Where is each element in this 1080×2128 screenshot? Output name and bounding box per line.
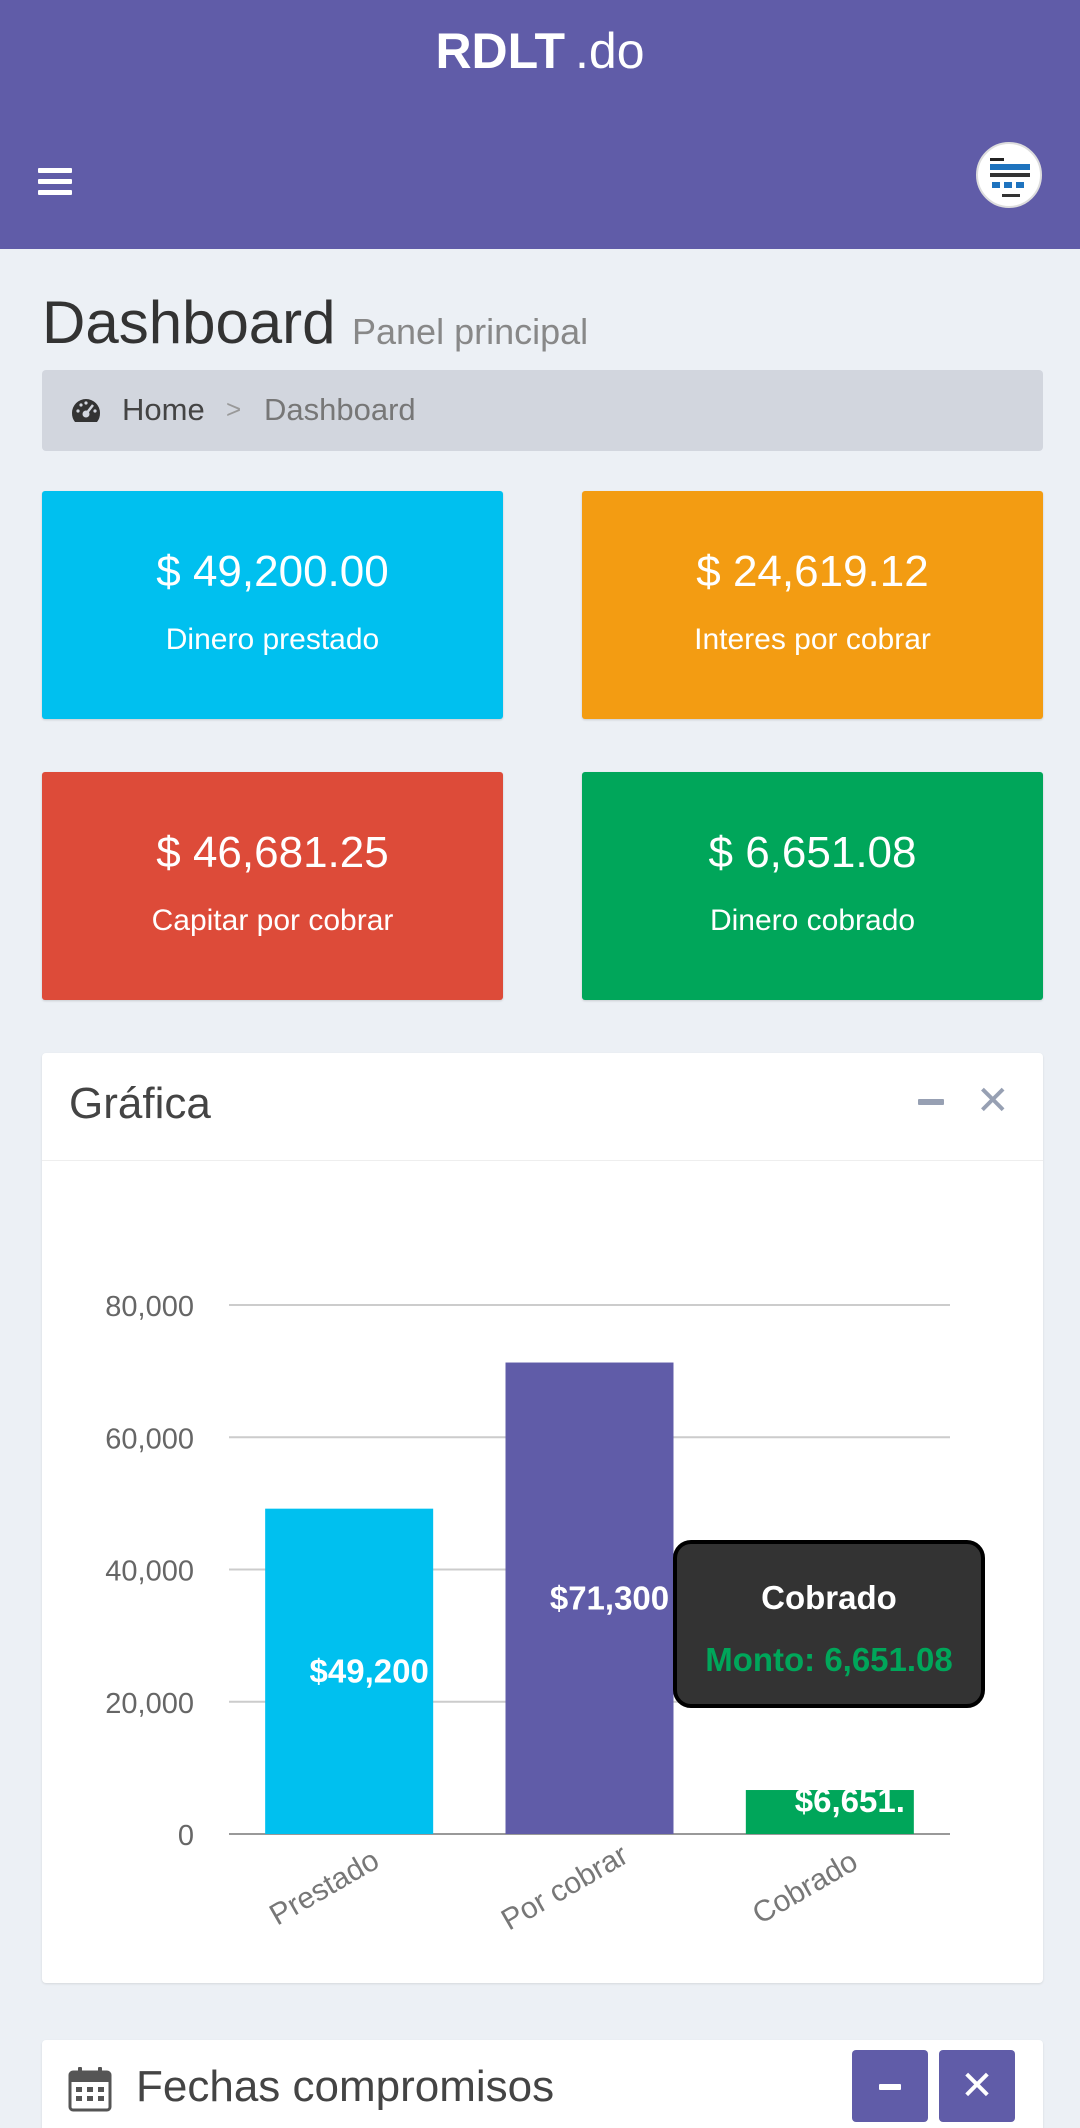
page-subtitle: Panel principal <box>352 311 589 352</box>
calendar-icon <box>68 2067 112 2112</box>
bar-prestado[interactable] <box>265 1508 434 1834</box>
breadcrumb-separator: > <box>226 394 242 424</box>
collapse-icon[interactable] <box>918 1099 944 1105</box>
breadcrumb: Home > Dashboard <box>42 370 1043 451</box>
chart-box-title: Gráfica <box>69 1079 211 1128</box>
tooltip-value: Monto: 6,651.08 <box>705 1641 953 1678</box>
stat-value: $ 24,619.12 <box>696 547 929 596</box>
brand-logo[interactable]: RDLT .do <box>0 22 1080 80</box>
top-navbar: RDLT .do <box>0 0 1080 249</box>
y-tick-label: 40,000 <box>105 1556 194 1588</box>
collapse-button[interactable] <box>852 2050 928 2122</box>
chart-box: Gráfica ✕ 0 20,000 40,000 60,000 80,000 $49,2… <box>42 1053 1043 1983</box>
bar-data-label: $71,300 <box>550 1579 669 1616</box>
dashboard-gauge-icon <box>71 399 101 422</box>
close-icon[interactable]: ✕ <box>976 1079 1010 1123</box>
stat-card-interes-por-cobrar[interactable]: $ 24,619.12 Interes por cobrar <box>582 491 1043 719</box>
stat-card-capital-por-cobrar[interactable]: $ 46,681.25 Capitar por cobrar <box>42 772 503 1000</box>
menu-toggle-icon[interactable] <box>38 168 72 196</box>
stat-card-dinero-prestado[interactable]: $ 49,200.00 Dinero prestado <box>42 491 503 719</box>
y-tick-label: 60,000 <box>105 1423 194 1455</box>
chart-area: 0 20,000 40,000 60,000 80,000 $49,200 Prestado… <box>42 1161 1043 1983</box>
bar-chart: 0 20,000 40,000 60,000 80,000 $49,200 Prestado… <box>105 1291 985 1937</box>
stat-value: $ 6,651.08 <box>708 828 917 877</box>
x-tick-label: Por cobrar <box>496 1838 634 1937</box>
breadcrumb-current: Dashboard <box>264 392 416 427</box>
stat-label: Interes por cobrar <box>694 623 931 656</box>
dates-box-title: Fechas compromisos <box>136 2062 555 2111</box>
bar-data-label: $6,651. <box>795 1782 905 1819</box>
brand-suffix: .do <box>575 23 645 79</box>
chart-box-header: Gráfica ✕ <box>42 1053 1043 1161</box>
stat-label: Dinero prestado <box>165 623 380 656</box>
breadcrumb-home-link[interactable]: Home <box>122 392 205 427</box>
y-tick-label: 20,000 <box>105 1688 194 1720</box>
stat-card-dinero-cobrado[interactable]: $ 6,651.08 Dinero cobrado <box>582 772 1043 1000</box>
page-title: Dashboard <box>42 289 336 356</box>
minus-icon <box>879 2084 901 2090</box>
x-tick-label: Prestado <box>264 1843 384 1932</box>
stat-value: $ 46,681.25 <box>156 828 389 877</box>
bar-data-label: $49,200 <box>310 1652 429 1689</box>
bar-cobrado[interactable] <box>745 1790 914 1834</box>
user-avatar[interactable] <box>976 142 1042 208</box>
bar-por-cobrar[interactable] <box>505 1362 674 1834</box>
x-tick-label: Cobrado <box>747 1845 863 1931</box>
brand-name: RDLT <box>435 23 566 79</box>
tooltip-title: Cobrado <box>761 1579 897 1616</box>
close-icon: ✕ <box>960 2064 994 2108</box>
y-tick-label: 80,000 <box>105 1291 194 1323</box>
stat-value: $ 49,200.00 <box>156 547 389 596</box>
close-button[interactable]: ✕ <box>939 2050 1015 2122</box>
y-tick-label: 0 <box>178 1820 194 1852</box>
dates-box: Fechas compromisos ✕ <box>42 2040 1043 2128</box>
tooltip-box <box>673 1540 985 1708</box>
stat-label: Capitar por cobrar <box>151 904 394 937</box>
stat-label: Dinero cobrado <box>709 904 916 937</box>
